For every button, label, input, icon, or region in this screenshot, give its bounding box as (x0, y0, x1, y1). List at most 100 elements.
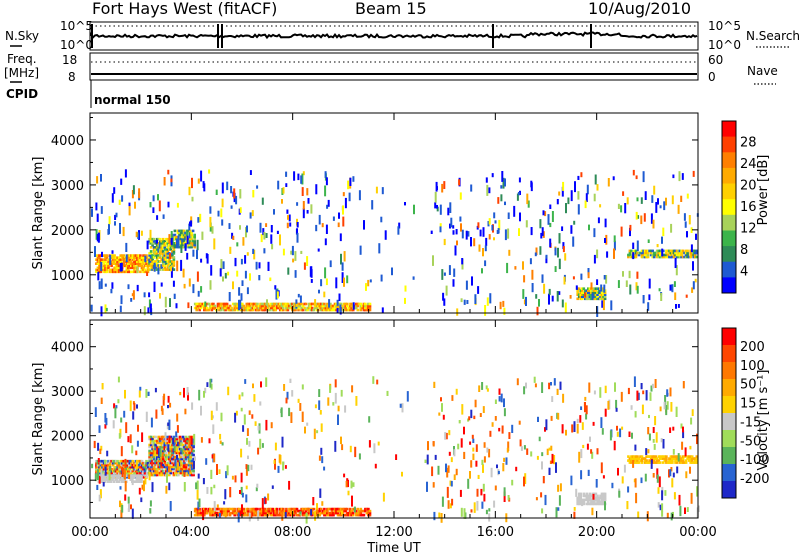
scatter-cell (368, 416, 371, 423)
range-gate-cell (326, 304, 329, 308)
range-gate-cell (254, 302, 258, 306)
range-gate-cell (122, 461, 125, 465)
range-gate-cell (163, 469, 167, 473)
scatter-cell (244, 379, 247, 384)
range-gate-cell (154, 463, 157, 467)
scatter-cell (664, 490, 667, 496)
range-gate-cell (171, 443, 174, 447)
scatter-cell (670, 402, 673, 412)
range-gate-cell (101, 268, 104, 272)
scatter-cell (240, 407, 243, 412)
range-gate-cell (695, 255, 699, 259)
freq-tick-bottom: 8 (68, 70, 76, 84)
range-gate-cell (149, 441, 153, 445)
scatter-cell (536, 306, 539, 316)
range-gate-cell (330, 306, 334, 310)
range-gate-cell (640, 461, 644, 464)
range-gate-cell (233, 509, 236, 513)
scatter-cell (136, 266, 139, 274)
scatter-cell (581, 422, 584, 430)
scatter-cell (488, 508, 491, 512)
range-gate-cell (671, 457, 674, 460)
freq-tick-top: 18 (62, 53, 77, 67)
scatter-cell (470, 509, 473, 513)
range-gate-cell (221, 306, 224, 310)
scatter-cell (491, 422, 494, 427)
scatter-cell (249, 170, 252, 175)
scatter-cell (680, 423, 683, 429)
range-gate-cell (102, 264, 106, 268)
range-gate-cell (111, 463, 115, 467)
range-gate-cell (582, 502, 586, 506)
range-gate-cell (687, 455, 691, 458)
range-gate-cell (168, 473, 171, 477)
range-gate-cell (216, 513, 220, 517)
scatter-cell (615, 399, 618, 409)
range-gate-cell (274, 509, 277, 513)
range-gate-cell (581, 297, 584, 301)
scatter-cell (236, 242, 239, 247)
scatter-cell (164, 296, 167, 308)
range-gate-cell (686, 455, 689, 458)
colorbar-tick-label: 4 (740, 265, 748, 280)
range-gate-cell (134, 256, 138, 259)
scatter-cell (589, 436, 591, 442)
scatter-cell (635, 282, 638, 291)
range-gate-cell (101, 465, 104, 469)
scatter-cell (386, 390, 389, 396)
range-gate-cell (247, 308, 250, 312)
range-gate-cell (634, 251, 638, 255)
scatter-cell (285, 397, 288, 404)
scatter-cell (523, 476, 525, 487)
nsearch-tick-top: 10^5 (708, 19, 741, 33)
range-gate-cell (143, 465, 147, 469)
scatter-cell (101, 251, 103, 258)
range-gate-cell (651, 455, 654, 458)
range-gate-cell (301, 509, 305, 513)
range-gate-cell (277, 306, 281, 310)
scatter-cell (127, 508, 130, 512)
scatter-cell (112, 420, 115, 429)
range-gate-cell (251, 509, 255, 513)
range-gate-cell (184, 457, 188, 461)
scatter-cell (257, 447, 260, 455)
range-gate-cell (660, 255, 664, 259)
range-gate-cell (114, 465, 118, 469)
range-gate-cell (125, 264, 129, 268)
range-gate-cell (154, 461, 157, 465)
scatter-cell (658, 476, 661, 488)
scatter-cell (558, 291, 561, 295)
range-gate-cell (359, 302, 363, 306)
scatter-cell (494, 416, 497, 421)
scatter-cell (166, 423, 169, 430)
scatter-cell (557, 247, 559, 258)
scatter-cell (188, 438, 191, 448)
range-gate-cell (588, 295, 592, 299)
scatter-cell (499, 301, 502, 310)
range-gate-cell (590, 289, 593, 292)
scatter-cell (590, 449, 593, 454)
range-gate-cell (251, 302, 255, 306)
scatter-cell (600, 417, 603, 428)
scatter-cell (274, 285, 277, 290)
range-gate-cell (594, 287, 598, 290)
range-gate-cell (125, 262, 129, 265)
range-gate-cell (212, 513, 215, 517)
range-gate-cell (163, 252, 167, 255)
scatter-cell (273, 460, 276, 464)
range-gate-cell (179, 241, 183, 245)
range-gate-cell (128, 463, 132, 467)
range-gate-cell (172, 455, 176, 459)
colorbar-swatch (722, 121, 736, 138)
range-gate-cell (594, 293, 598, 296)
range-gate-cell (195, 302, 198, 306)
range-gate-cell (127, 461, 130, 465)
range-gate-cell (160, 443, 163, 447)
range-gate-cell (193, 237, 196, 241)
range-gate-cell (146, 262, 150, 265)
scatter-cell (216, 464, 218, 475)
scatter-cell (182, 268, 185, 278)
scatter-cell (602, 475, 605, 479)
scatter-cell (675, 304, 677, 309)
scatter-cell (221, 219, 224, 226)
